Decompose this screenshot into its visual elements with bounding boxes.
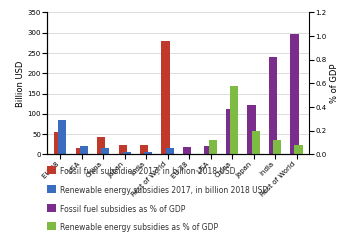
Text: Renewable energy subsidies 2017, in billion 2018 USD: Renewable energy subsidies 2017, in bill… xyxy=(60,186,268,195)
Bar xyxy=(119,145,127,154)
Bar xyxy=(252,131,260,154)
Bar xyxy=(166,148,174,154)
Bar xyxy=(230,86,238,154)
Bar xyxy=(248,105,256,154)
Bar xyxy=(273,140,281,154)
Y-axis label: % of GDP: % of GDP xyxy=(330,64,339,103)
Text: Renewable energy subsidies as % of GDP: Renewable energy subsidies as % of GDP xyxy=(60,223,218,232)
Bar xyxy=(269,58,277,154)
Bar xyxy=(294,145,302,154)
Bar xyxy=(101,148,109,154)
Bar xyxy=(162,41,170,154)
Bar xyxy=(226,110,234,154)
Y-axis label: Billion USD: Billion USD xyxy=(16,60,25,107)
Bar xyxy=(80,146,88,154)
Bar xyxy=(58,120,66,154)
Bar xyxy=(76,148,84,154)
Text: Fossil fuel subsidies 2017, in billion 2018 USD: Fossil fuel subsidies 2017, in billion 2… xyxy=(60,167,236,176)
Bar xyxy=(123,152,131,154)
Bar xyxy=(183,147,191,154)
Bar xyxy=(140,145,148,154)
Bar xyxy=(144,152,152,154)
Bar xyxy=(205,146,213,154)
Bar xyxy=(290,34,298,154)
Bar xyxy=(54,132,62,154)
Bar xyxy=(97,137,105,154)
Text: Fossil fuel subsidies as % of GDP: Fossil fuel subsidies as % of GDP xyxy=(60,205,185,214)
Bar xyxy=(209,140,217,154)
